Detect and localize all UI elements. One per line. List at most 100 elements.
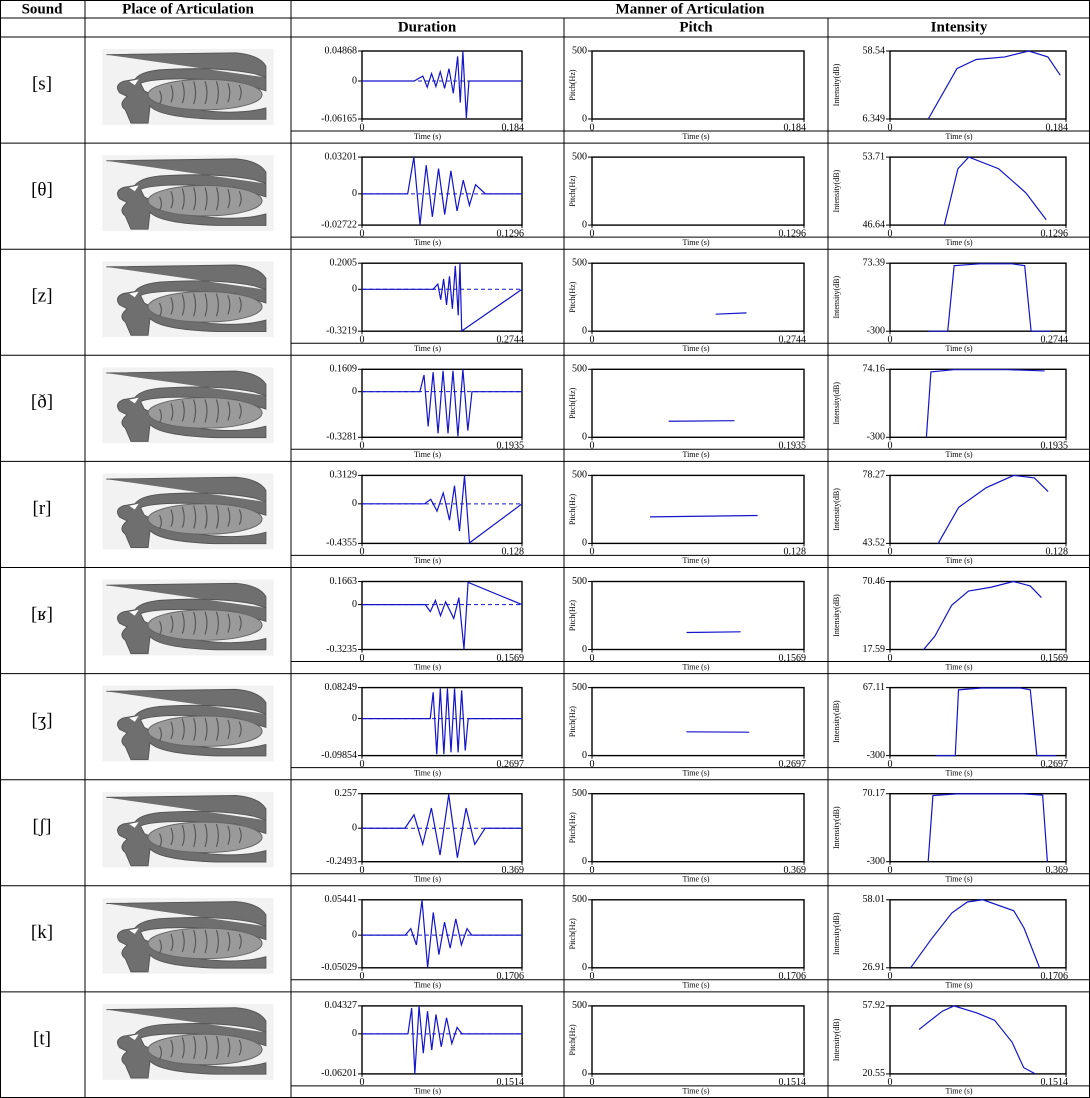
x-tick-label: 0.2697: [497, 759, 525, 770]
y-tick-label: 0.03201: [325, 151, 358, 162]
y-axis-label: Pitch(Hz): [568, 812, 577, 843]
signal-line: [935, 687, 1057, 757]
plot-frame: [591, 368, 805, 438]
y-tick-label: -300: [867, 325, 885, 336]
y-tick-label: 0: [352, 284, 357, 295]
x-tick-label: 0.128: [784, 547, 807, 558]
x-tick-label: 0.2697: [1041, 759, 1069, 770]
plot-frame: [889, 793, 1067, 863]
plot-frame: [889, 156, 1067, 226]
x-axis-label: Time (s): [682, 662, 709, 671]
signal-line: [925, 369, 1045, 438]
x-tick-label: 0: [888, 653, 893, 664]
signal-line: [362, 475, 523, 545]
sound-label: [t]: [33, 1028, 51, 1049]
x-tick-label: 0: [360, 971, 365, 982]
x-tick-label: 0: [590, 228, 595, 239]
x-tick-label: 0: [590, 1077, 595, 1088]
plot-frame: [361, 899, 523, 969]
x-tick-label: 0.369: [1046, 865, 1069, 876]
signal-line: [362, 263, 523, 333]
plot-frame: [591, 156, 805, 226]
y-axis-label: Pitch(Hz): [568, 1024, 577, 1055]
x-tick-label: 0.1296: [1041, 228, 1069, 239]
y-tick-label: -0.4355: [326, 538, 357, 549]
x-tick-label: 0: [888, 441, 893, 452]
x-tick-label: 0: [888, 122, 893, 133]
x-tick-label: 0: [590, 334, 595, 345]
x-axis-label: Time (s): [414, 238, 441, 247]
y-tick-label: 26.91: [863, 962, 886, 973]
y-tick-label: 0.1609: [330, 364, 358, 375]
articulation-image: [102, 49, 274, 125]
plot-frame: [889, 1005, 1067, 1075]
y-axis-label: Pitch(Hz): [568, 494, 577, 525]
signal-line: [649, 514, 758, 518]
x-axis-label: Time (s): [945, 556, 972, 565]
y-tick-label: -0.06201: [321, 1068, 357, 1079]
x-axis-label: Time (s): [414, 556, 441, 565]
plot-frame: [591, 580, 805, 651]
y-tick-label: 17.59: [863, 644, 886, 655]
y-tick-label: 0: [352, 498, 357, 509]
y-tick-label: 500: [572, 45, 587, 56]
y-axis-label: Pitch(Hz): [568, 918, 577, 949]
y-tick-label: -0.2493: [326, 856, 357, 867]
plot-frame: [361, 50, 523, 120]
x-axis-label: Time (s): [945, 662, 972, 671]
plot-frame: [889, 580, 1067, 651]
signal-line: [668, 420, 735, 422]
signal-line: [686, 631, 741, 634]
sound-label: [k]: [31, 922, 53, 943]
plot-frame: [889, 368, 1067, 438]
plot-frame: [591, 1005, 805, 1075]
x-tick-label: 0.1935: [779, 441, 807, 452]
y-tick-label: 500: [572, 364, 587, 375]
x-tick-label: 0.2744: [497, 334, 525, 345]
signal-line: [937, 474, 1049, 544]
x-axis-label: Time (s): [945, 875, 972, 884]
x-tick-label: 0: [888, 547, 893, 558]
x-axis-label: Time (s): [945, 981, 972, 990]
y-axis-label: Intensity(dB): [832, 806, 841, 849]
x-tick-label: 0: [360, 865, 365, 876]
y-axis-label: Intensity(dB): [832, 700, 841, 743]
x-axis-label: Time (s): [945, 450, 972, 459]
y-tick-label: 20.55: [863, 1068, 886, 1079]
x-tick-label: 0.128: [502, 547, 525, 558]
x-axis-label: Time (s): [414, 344, 441, 353]
y-axis-label: Intensity(dB): [832, 63, 841, 106]
y-axis-label: Pitch(Hz): [568, 175, 577, 206]
y-tick-label: -0.05029: [321, 962, 357, 973]
x-tick-label: 0.1706: [1041, 971, 1069, 982]
x-tick-label: 0: [360, 1077, 365, 1088]
y-tick-label: 0: [582, 644, 587, 655]
y-tick-label: 70.46: [863, 576, 886, 587]
x-tick-label: 0.1935: [1041, 441, 1069, 452]
y-axis-label: Pitch(Hz): [568, 387, 577, 418]
x-tick-label: 0: [590, 547, 595, 558]
articulation-image: [102, 261, 274, 338]
x-axis-label: Time (s): [682, 238, 709, 247]
y-tick-label: -0.3235: [326, 644, 357, 655]
x-tick-label: 0: [888, 228, 893, 239]
articulation-image: [102, 791, 274, 868]
y-tick-label: -300: [867, 432, 885, 443]
y-tick-label: 0: [582, 1068, 587, 1079]
signal-line: [927, 793, 1048, 862]
plot-frame: [361, 262, 523, 332]
x-tick-label: 0.369: [784, 865, 807, 876]
x-axis-label: Time (s): [682, 556, 709, 565]
y-tick-label: 0.3129: [330, 470, 358, 481]
plot-frame: [361, 686, 523, 757]
x-tick-label: 0: [590, 653, 595, 664]
x-tick-label: 0: [360, 334, 365, 345]
plot-frame: [361, 1005, 523, 1075]
plot-frame: [889, 50, 1067, 120]
y-axis-label: Intensity(dB): [832, 488, 841, 531]
y-axis-label: Intensity(dB): [832, 912, 841, 955]
signal-line: [910, 899, 1041, 969]
x-axis-label: Time (s): [682, 1087, 709, 1096]
y-tick-label: 0: [352, 1028, 357, 1039]
articulation-image: [102, 155, 274, 232]
